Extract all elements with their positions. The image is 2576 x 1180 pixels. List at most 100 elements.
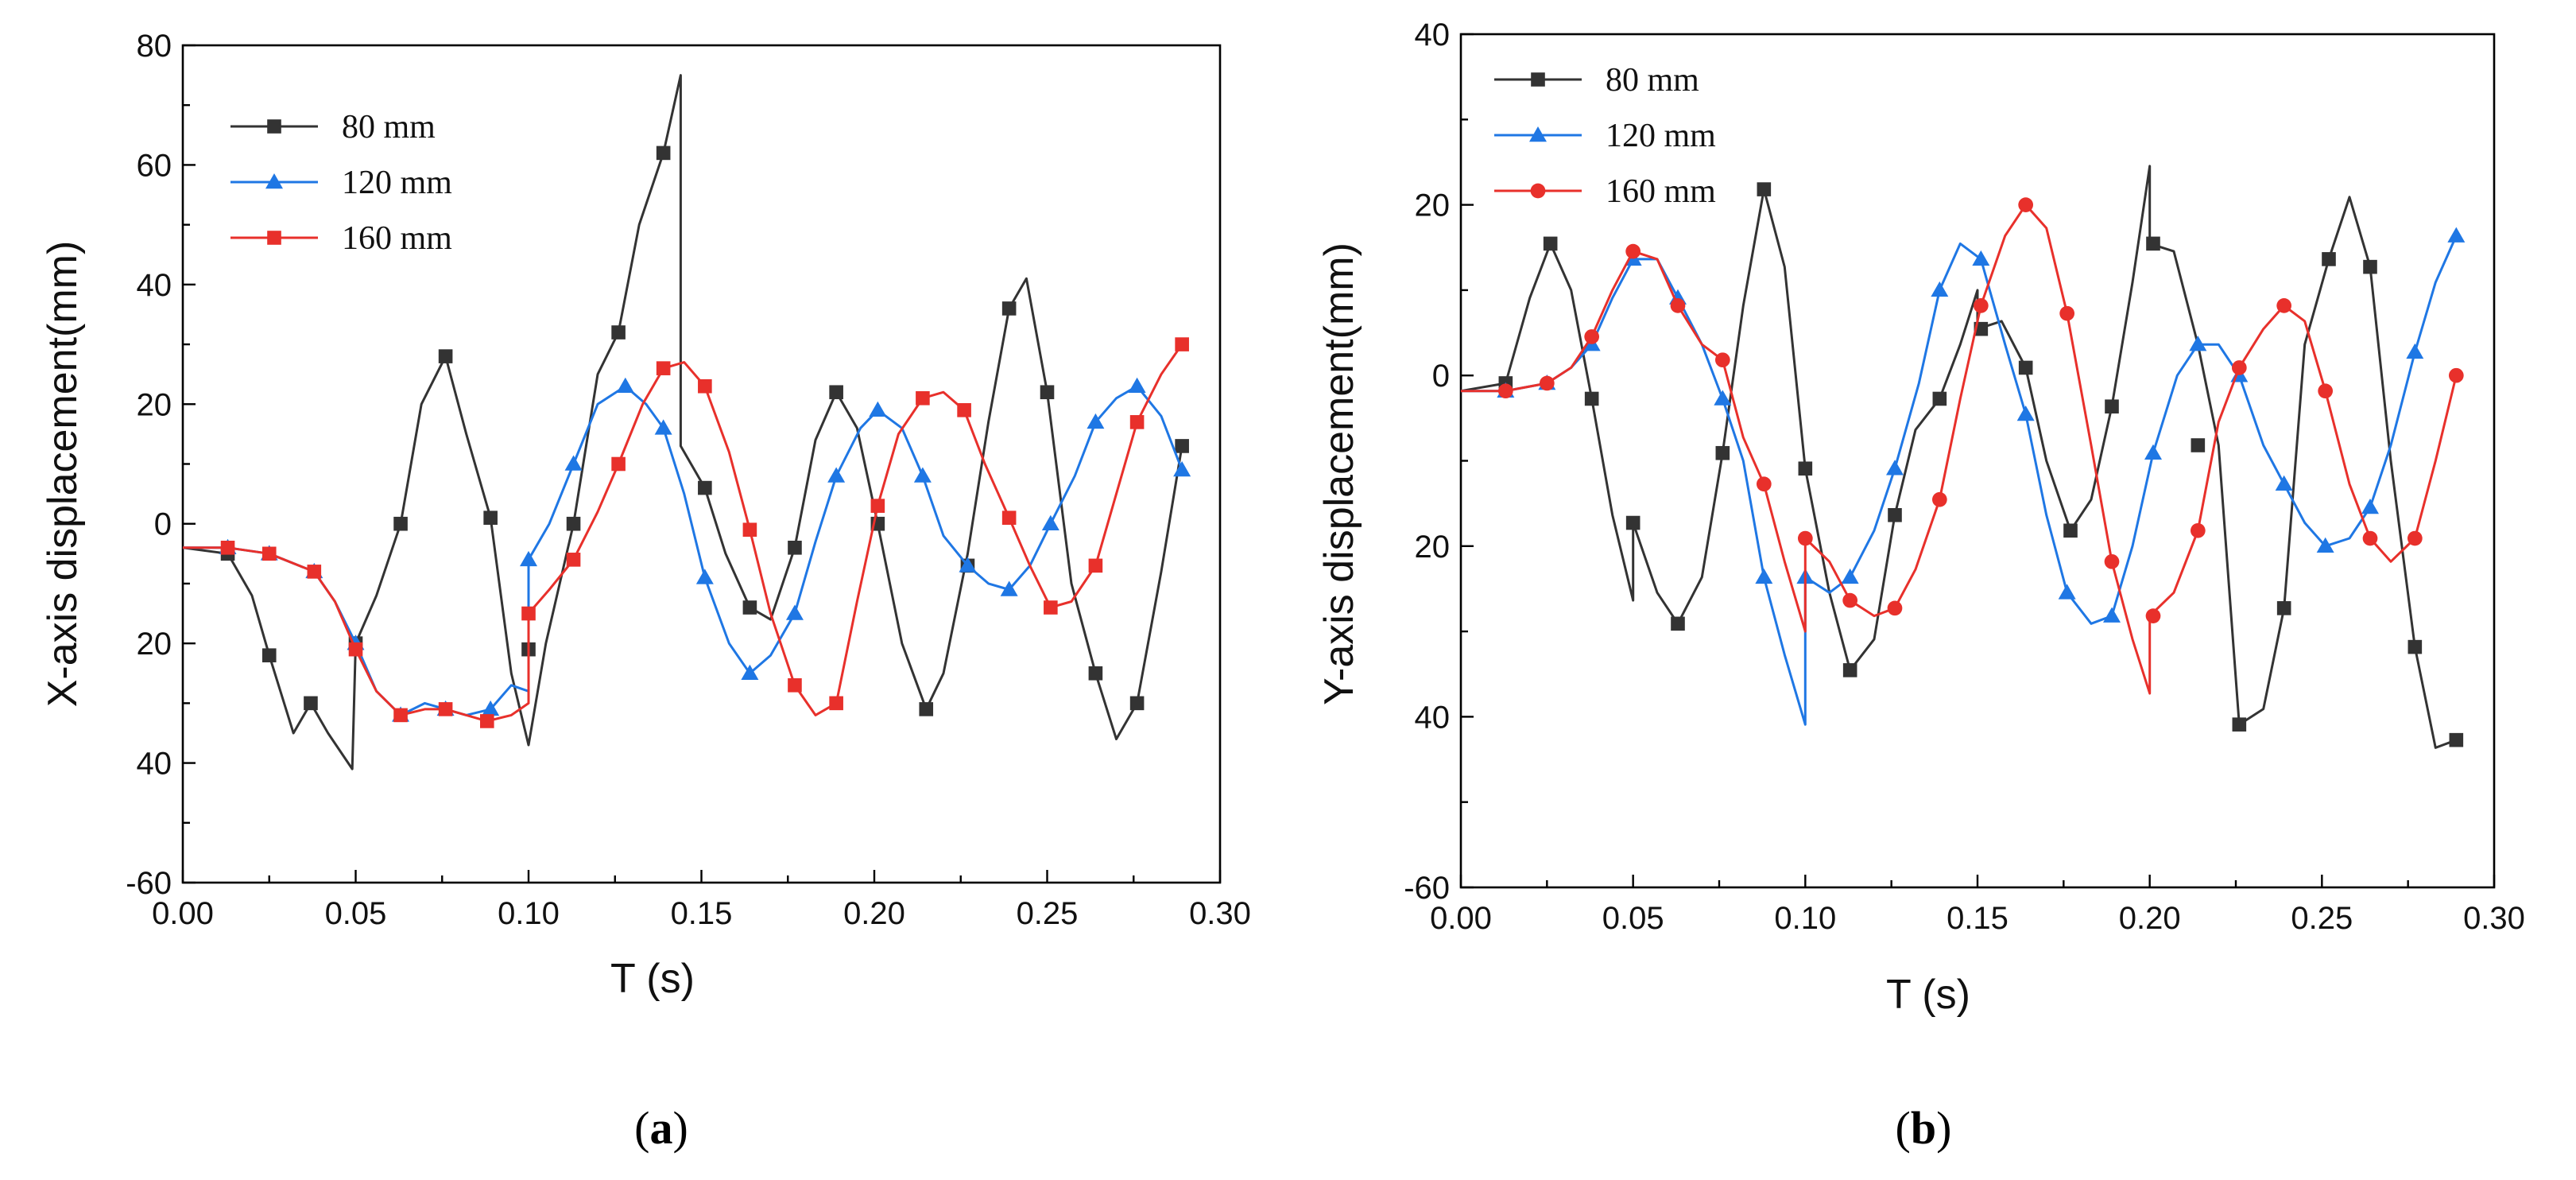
- data-point: [788, 541, 802, 555]
- plot-frame-b: [1459, 33, 2496, 889]
- panel-caption-letter-a: a: [650, 1102, 673, 1154]
- y-tick-label: 80: [137, 29, 172, 64]
- y-tick-label: -60: [126, 866, 172, 901]
- ticks-layer-b: 0.00 0.05 0.10 0.15 0.20 0.25 0.30 -60 40 20 0 20 40: [1404, 17, 2525, 936]
- y-tick-label: 40: [137, 747, 172, 782]
- data-point: [564, 455, 583, 471]
- data-point: [1175, 337, 1189, 351]
- data-point: [1798, 461, 1813, 476]
- data-point: [654, 419, 672, 435]
- data-point: [1041, 514, 1059, 530]
- data-point: [1539, 375, 1555, 391]
- data-point: [2191, 438, 2206, 452]
- data-point: [1001, 510, 1017, 525]
- data-point: [1842, 663, 1857, 677]
- data-point: [698, 378, 712, 394]
- y-tick-label: 40: [1415, 17, 1451, 52]
- data-point: [2407, 530, 2423, 546]
- data-point: [741, 664, 759, 680]
- data-point: [829, 696, 843, 711]
- y-tick-label: 20: [1415, 188, 1451, 223]
- data-point: [2361, 499, 2379, 514]
- data-point: [393, 516, 408, 531]
- data-point: [2448, 367, 2464, 383]
- data-point: [785, 604, 804, 620]
- data-point: [2322, 252, 2336, 266]
- data-point: [2362, 530, 2378, 546]
- panel-caption-b: (b): [1896, 1102, 1952, 1154]
- data-point: [1932, 391, 1947, 406]
- data-point: [1625, 243, 1641, 259]
- data-point: [1755, 568, 1773, 584]
- data-point: [1931, 491, 1947, 507]
- data-point: [1543, 236, 1558, 251]
- data-point: [2103, 607, 2121, 623]
- data-point: [1888, 507, 1902, 522]
- series-line: [183, 344, 1183, 723]
- data-point: [919, 702, 934, 716]
- data-point: [1715, 445, 1730, 460]
- data-point: [698, 480, 712, 495]
- data-point: [1044, 600, 1058, 615]
- series-line: [183, 385, 1183, 716]
- data-point: [2449, 732, 2464, 747]
- data-point: [2447, 227, 2466, 243]
- data-point: [869, 401, 887, 417]
- data-point: [307, 565, 322, 579]
- panel-caption-letter-b: b: [1911, 1102, 1936, 1154]
- data-point: [695, 569, 714, 584]
- data-point: [1756, 476, 1772, 492]
- legend-marker: [267, 231, 281, 245]
- series-layer-a: [182, 74, 1191, 770]
- legend-item: 80 mm: [1494, 62, 1699, 99]
- data-point: [1671, 616, 1685, 631]
- data-point: [348, 642, 363, 657]
- plot-frame-a: [181, 44, 1222, 884]
- data-point: [2276, 298, 2292, 313]
- data-point: [2363, 259, 2377, 274]
- data-point: [1757, 182, 1772, 196]
- y-tick-label: 20: [137, 387, 172, 422]
- data-point: [2190, 522, 2206, 538]
- data-point: [1714, 352, 1730, 368]
- data-point: [520, 550, 537, 567]
- data-point: [2276, 601, 2291, 615]
- legend-item: 120 mm: [1494, 118, 1716, 154]
- data-point: [2275, 475, 2293, 491]
- legend-item: 160 mm: [230, 220, 452, 257]
- data-point: [1173, 461, 1191, 477]
- x-tick-label: 0.00: [1430, 901, 1492, 936]
- data-point: [1972, 250, 1990, 266]
- data-point: [916, 390, 930, 406]
- data-point: [261, 546, 277, 561]
- data-point: [304, 696, 318, 711]
- data-point: [438, 702, 453, 716]
- data-point: [1129, 415, 1145, 429]
- series-120-mm: [183, 377, 1191, 722]
- data-point: [1841, 568, 1859, 584]
- data-point: [1714, 390, 1732, 406]
- data-point: [1931, 281, 1949, 297]
- x-tick-label: 0.15: [1947, 901, 2009, 936]
- data-point: [1128, 377, 1146, 393]
- series-line: [182, 74, 1183, 770]
- data-point: [616, 377, 634, 393]
- data-point: [2189, 336, 2207, 351]
- y-axis-title-b: Y-axis displacement(mm): [1316, 243, 1362, 705]
- data-point: [829, 385, 843, 400]
- data-point: [1040, 385, 1055, 400]
- data-point: [2318, 383, 2334, 399]
- chart-panel-b: 0.00 0.05 0.10 0.15 0.20 0.25 0.30 -60 40 20 0 20 40…: [1316, 17, 2525, 1154]
- legend-b: 80 mm 120 mm 160 mm: [1494, 62, 1716, 210]
- x-tick-label: 0.05: [325, 896, 387, 931]
- series-160-mm: [183, 337, 1189, 728]
- y-tick-label: 40: [1415, 700, 1451, 735]
- legend-label: 80 mm: [1606, 62, 1699, 99]
- x-axis-title-a: T (s): [610, 956, 695, 1002]
- x-axis-title-b: T (s): [1886, 972, 1970, 1018]
- data-point: [2316, 537, 2334, 553]
- series-80-mm: [1460, 165, 2464, 749]
- legend-a: 80 mm 120 mm 160 mm: [230, 109, 452, 257]
- x-tick-label: 0.25: [1017, 896, 1079, 931]
- data-point: [220, 541, 235, 555]
